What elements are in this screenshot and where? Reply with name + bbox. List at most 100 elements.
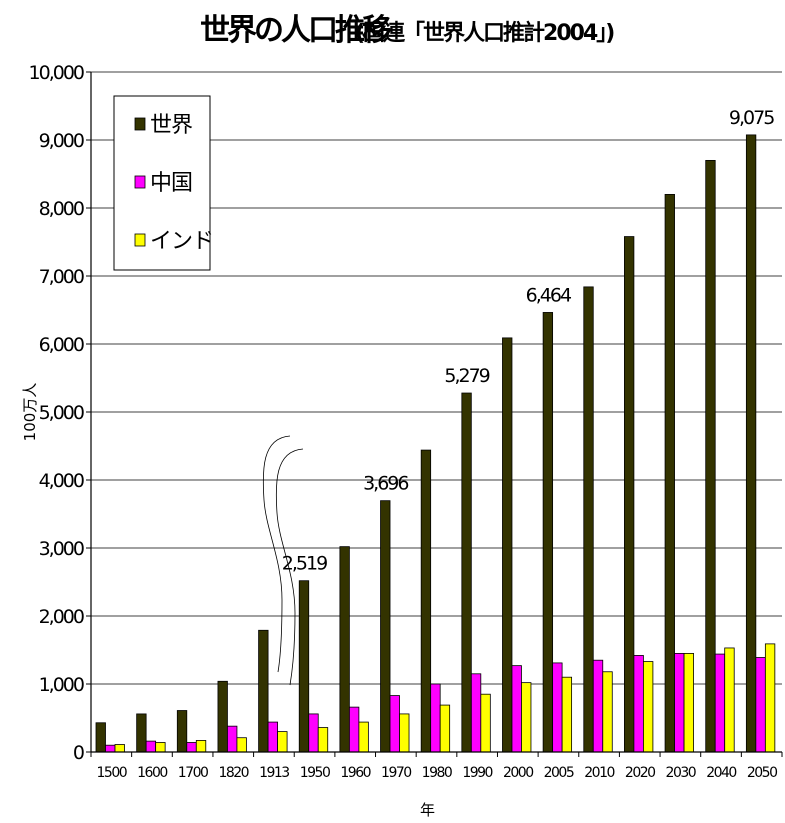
bar-india-1990 — [480, 693, 491, 753]
bar-china-1500 — [105, 744, 116, 753]
bar-world-1950 — [298, 580, 310, 753]
data-label: 9,075 — [729, 107, 774, 129]
x-tick-label: 1500 — [97, 765, 127, 781]
bar-world-1500 — [95, 722, 106, 753]
bar-china-1980 — [430, 683, 441, 753]
break-mark-left — [262, 435, 291, 673]
bar-india-1500 — [114, 744, 125, 753]
bar-india-1950 — [317, 727, 329, 753]
break-mark-right — [275, 448, 304, 686]
x-tick-label: 2020 — [625, 765, 655, 781]
bar-india-1960 — [358, 721, 369, 753]
bar-china-2040 — [714, 653, 726, 753]
legend-swatch — [134, 175, 146, 189]
bar-world-2000 — [502, 337, 513, 753]
chart-title: 世界の人口推移 — [200, 13, 392, 48]
bar-india-1820 — [236, 737, 247, 753]
bar-india-1913 — [277, 731, 288, 753]
bar-india-1970 — [399, 713, 410, 753]
x-tick-label: 2005 — [544, 765, 574, 781]
x-tick-label: 1820 — [218, 765, 248, 781]
y-tick-label: 7,000 — [39, 266, 84, 288]
data-label: 3,696 — [363, 473, 408, 495]
bar-china-2000 — [511, 665, 522, 753]
y-tick-label: 8,000 — [39, 198, 84, 220]
y-tick-label: 1,000 — [39, 674, 84, 696]
x-tick-label: 2050 — [747, 765, 777, 781]
bar-india-1700 — [195, 740, 207, 753]
bar-china-1960 — [348, 706, 360, 753]
bar-china-1990 — [470, 673, 482, 753]
legend-label: 中国 — [150, 171, 192, 196]
y-axis-label: 100万人 — [21, 383, 39, 442]
legend-label: インド — [150, 229, 213, 254]
bar-china-1700 — [186, 742, 197, 753]
bar-world-1960 — [339, 546, 350, 753]
data-label: 5,279 — [444, 365, 489, 387]
bar-india-2010 — [602, 671, 613, 753]
legend-swatch — [134, 233, 146, 247]
x-tick-label: 1600 — [137, 765, 167, 781]
bar-world-1990 — [461, 392, 472, 753]
bar-china-1950 — [308, 713, 319, 753]
bar-world-1913 — [258, 629, 269, 753]
bar-world-1980 — [420, 449, 432, 753]
bar-world-1970 — [380, 500, 391, 753]
x-tick-label: 1960 — [340, 765, 370, 781]
bar-india-1980 — [439, 704, 451, 753]
bar-china-1600 — [145, 740, 157, 753]
bar-world-1700 — [176, 710, 188, 753]
bar-world-2005 — [542, 312, 554, 753]
bar-world-2050 — [745, 134, 757, 753]
bar-china-2005 — [552, 662, 563, 753]
x-tick-label: 1700 — [178, 765, 208, 781]
x-tick-labels: 1500 1600 1700 1820 1913 1950 1960 1970 1980 1990… — [90, 752, 783, 781]
bar-india-2000 — [521, 682, 532, 753]
x-tick-label: 1980 — [422, 765, 452, 781]
legend-label: 世界 — [150, 113, 193, 138]
data-labels: 2,519 3,696 5,279 6,464 9,075 — [282, 107, 776, 575]
x-tick-label: 1950 — [300, 765, 330, 781]
bar-india-2040 — [724, 647, 735, 753]
x-tick-label: 1970 — [381, 765, 411, 781]
bar-china-2050 — [755, 657, 766, 753]
bar-china-1970 — [389, 695, 400, 753]
chart-subtitle: (国連「世界人口推計2004」) — [355, 20, 614, 46]
bar-china-2020 — [633, 655, 644, 753]
bar-china-1913 — [267, 721, 278, 753]
bar-china-1820 — [227, 725, 238, 753]
x-tick-label: 2010 — [584, 765, 614, 781]
bar-world-2030 — [664, 193, 675, 753]
bar-india-1600 — [155, 742, 166, 753]
x-tick-label: 1913 — [259, 765, 289, 781]
bar-india-2020 — [643, 661, 654, 753]
y-tick-label: 5,000 — [39, 402, 84, 424]
legend-box — [113, 95, 211, 271]
y-tick-labels: 0 1,000 2,000 3,000 4,000 5,000 6,000 7,000 8,00… — [29, 62, 91, 764]
bar-world-2010 — [583, 286, 594, 753]
bar-world-2020 — [624, 236, 635, 753]
bar-world-2040 — [705, 159, 716, 753]
bar-world-1820 — [217, 680, 228, 753]
y-tick-label: 10,000 — [29, 62, 84, 84]
data-label: 2,519 — [282, 553, 327, 575]
legend-swatch — [134, 117, 146, 131]
x-tick-label: 2030 — [666, 765, 696, 781]
y-tick-label: 2,000 — [39, 606, 84, 628]
x-tick-label: 1990 — [462, 765, 492, 781]
y-tick-label: 4,000 — [39, 470, 84, 492]
x-tick-label: 2040 — [706, 765, 736, 781]
x-axis-label: 年 — [420, 801, 435, 819]
bar-india-2005 — [561, 676, 573, 753]
data-label: 6,464 — [526, 284, 572, 306]
y-tick-label: 3,000 — [39, 538, 84, 560]
y-tick-label: 0 — [73, 742, 84, 764]
bar-world-1600 — [136, 713, 147, 753]
bar-china-2030 — [674, 653, 685, 753]
bar-china-2010 — [592, 659, 604, 753]
y-tick-label: 6,000 — [39, 334, 84, 356]
x-tick-label: 2000 — [503, 765, 533, 781]
bar-india-2030 — [683, 653, 694, 753]
